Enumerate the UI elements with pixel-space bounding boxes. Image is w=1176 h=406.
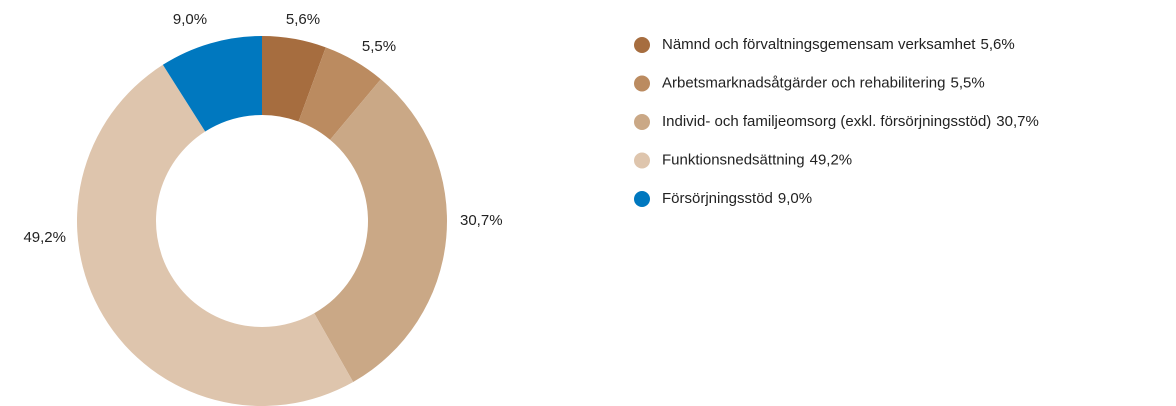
legend-entry: Arbetsmarknadsåtgärder och rehabiliterin… [662,74,985,91]
data-label: 49,2% [23,229,66,246]
donut-slice [77,64,354,406]
data-label: 5,5% [362,38,396,55]
legend-swatch [634,152,650,169]
donut-slice [298,47,381,140]
legend-name: Nämnd och förvaltningsgemensam verksamhe… [662,36,976,53]
legend-name: Funktionsnedsättning [662,151,805,168]
legend-value: 30,7% [996,113,1039,130]
donut-slice [314,79,448,382]
legend-entry: Nämnd och förvaltningsgemensam verksamhe… [662,36,1015,53]
donut-slice [162,36,262,132]
legend-swatch [634,114,650,130]
legend-swatch [634,191,650,207]
donut-slice [262,36,326,122]
legend-value: 5,6% [980,36,1014,53]
legend-name: Individ- och familjeomsorg (exkl. försör… [662,113,991,130]
legend-name: Arbetsmarknadsåtgärder och rehabiliterin… [662,74,945,91]
data-label: 30,7% [460,212,503,229]
legend-value: 9,0% [778,190,812,207]
legend-swatch [634,75,650,92]
data-label: 5,6% [286,11,320,28]
legend-entry: Individ- och familjeomsorg (exkl. försör… [662,113,1039,130]
legend-entry: Funktionsnedsättning 49,2% [662,151,852,168]
legend-name: Försörjningsstöd [662,190,773,207]
legend-entry: Försörjningsstöd 9,0% [662,190,812,207]
legend-value: 5,5% [950,74,984,91]
legend-swatch [634,37,650,53]
legend-value: 49,2% [810,151,853,168]
data-label: 9,0% [173,11,207,28]
